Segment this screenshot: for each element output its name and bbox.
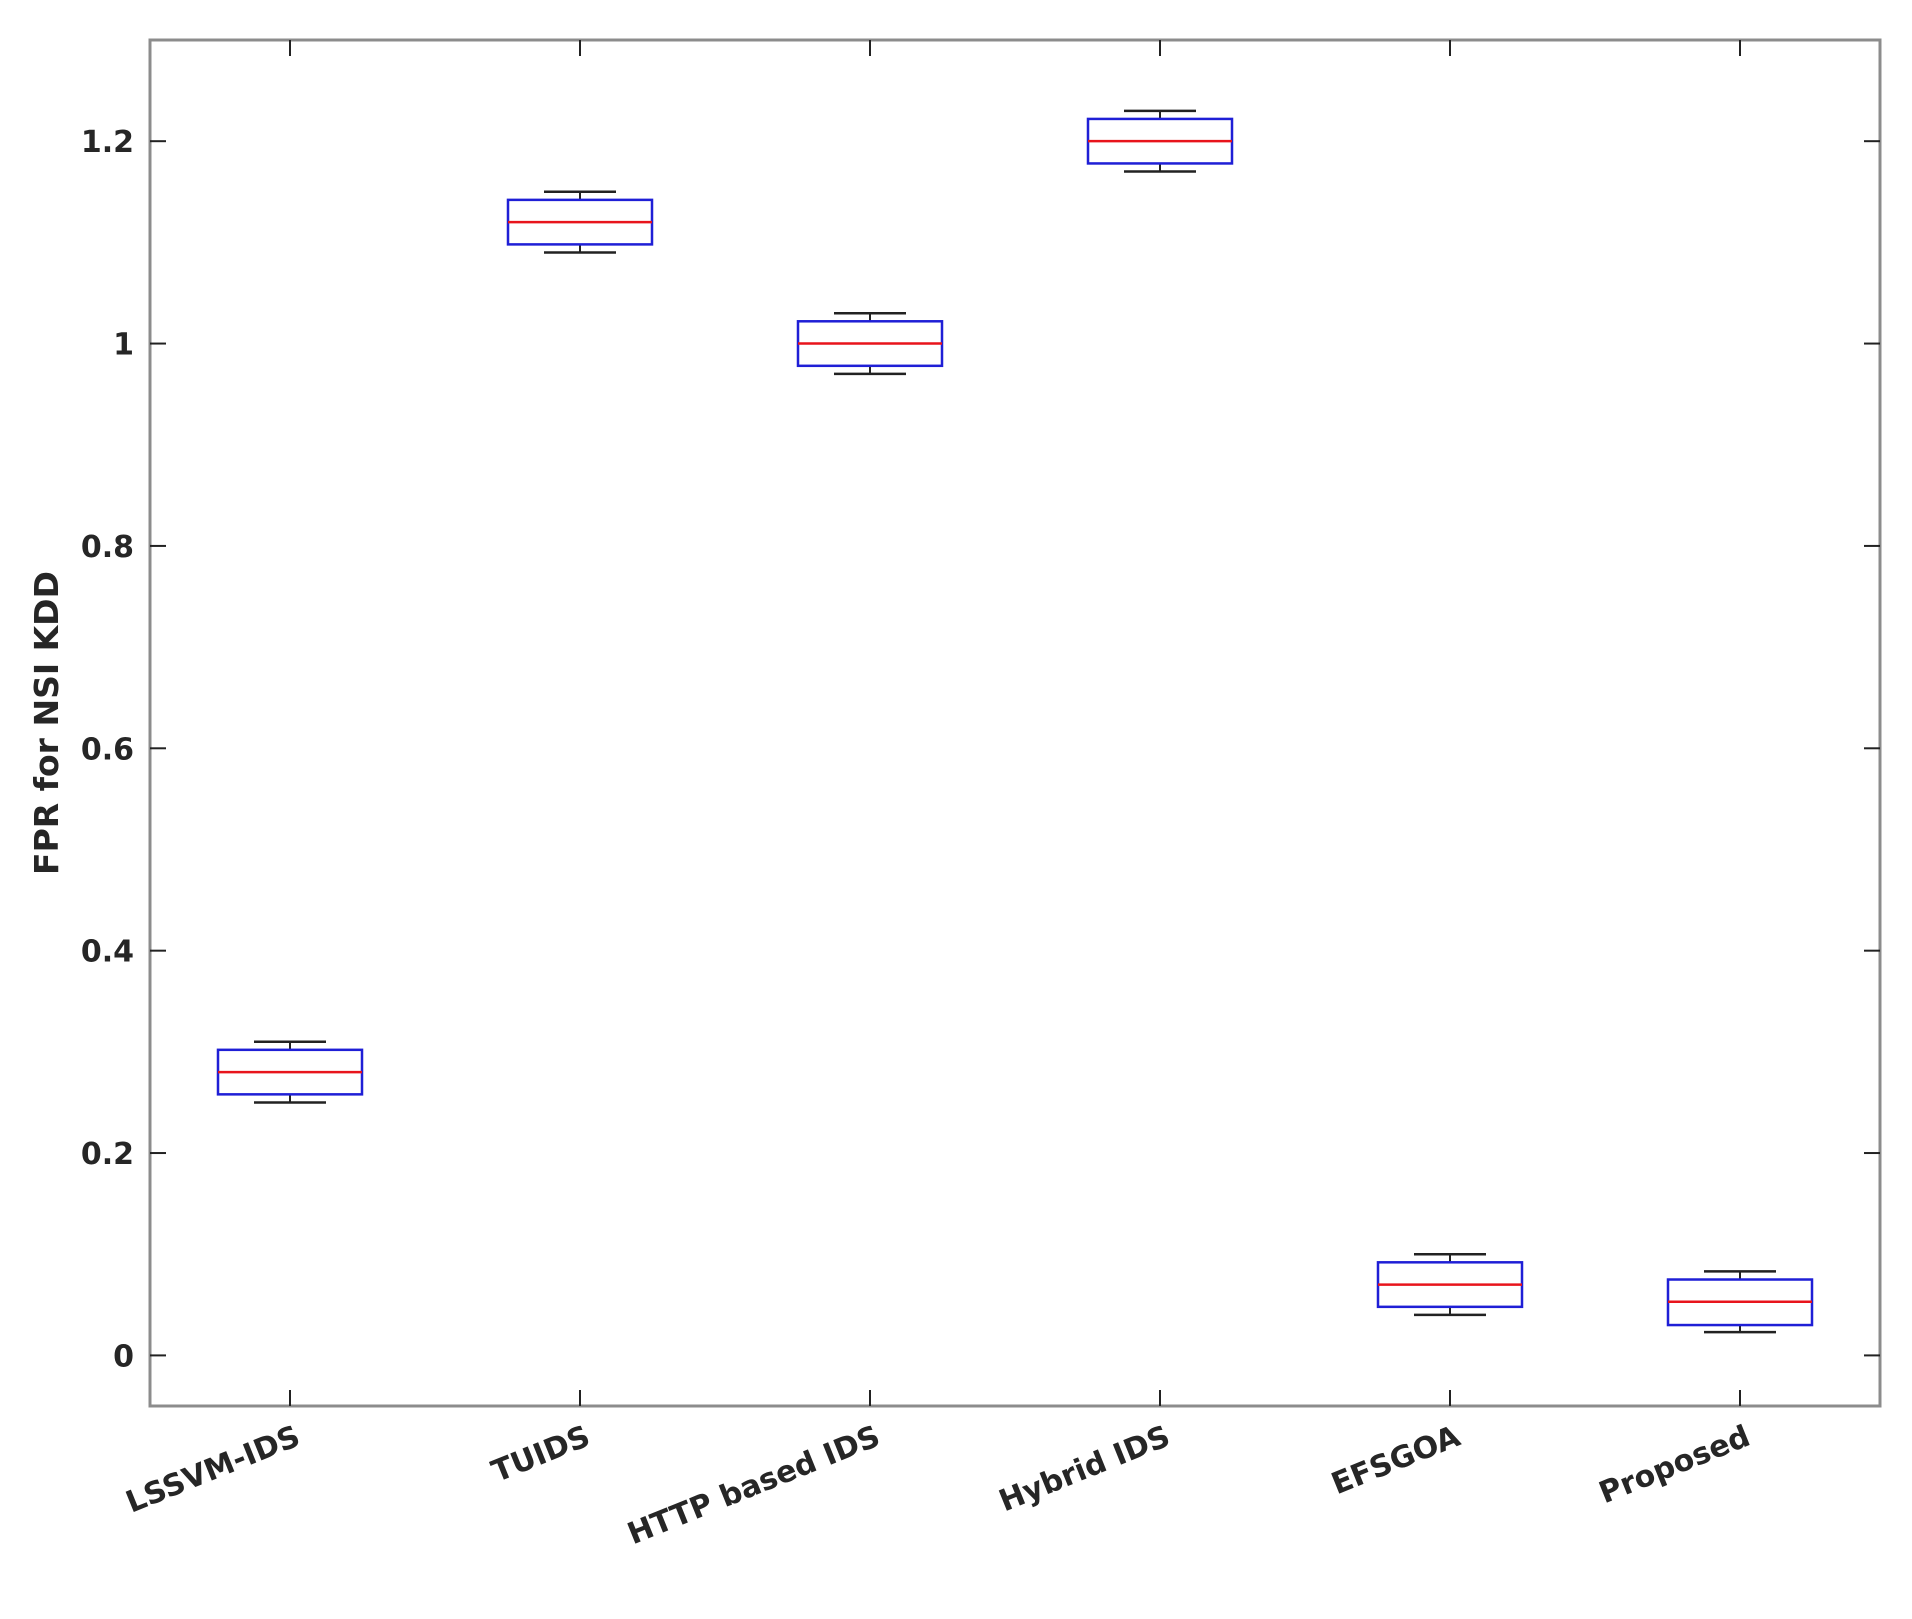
y-tick-label: 1: [113, 328, 134, 363]
x-tick-label: Hybrid IDS: [994, 1419, 1175, 1519]
x-tick-label: Proposed: [1594, 1419, 1755, 1511]
x-tick-label: LSSVM-IDS: [121, 1419, 305, 1520]
plot-area: [148, 38, 1882, 1408]
box-hybrid-ids: [1086, 109, 1234, 173]
y-tick-label: 0.6: [81, 732, 134, 767]
box-http-based-ids: [796, 311, 944, 376]
y-tick-label: 0.2: [81, 1137, 134, 1172]
box-series: [216, 109, 1814, 1334]
y-tick-label: 0: [113, 1339, 134, 1374]
x-tick-label: HTTP based IDS: [623, 1419, 885, 1552]
box-lssvm-ids: [216, 1040, 364, 1104]
y-tick-label: 1.2: [81, 125, 134, 160]
y-axis-label: FPR for NSI KDD: [27, 571, 66, 875]
y-tick-label: 0.4: [81, 935, 134, 970]
box-proposed: [1666, 1270, 1814, 1334]
box-tuids: [506, 190, 654, 254]
x-tick-label: EFSGOA: [1327, 1419, 1466, 1502]
x-tick-label: TUIDS: [487, 1419, 595, 1490]
y-tick-label: 0.8: [81, 530, 134, 565]
box-efsgoa: [1376, 1252, 1524, 1317]
y-axis: 0 0.2 0.4 0.6 0.8 1 1.2: [81, 125, 1880, 1374]
